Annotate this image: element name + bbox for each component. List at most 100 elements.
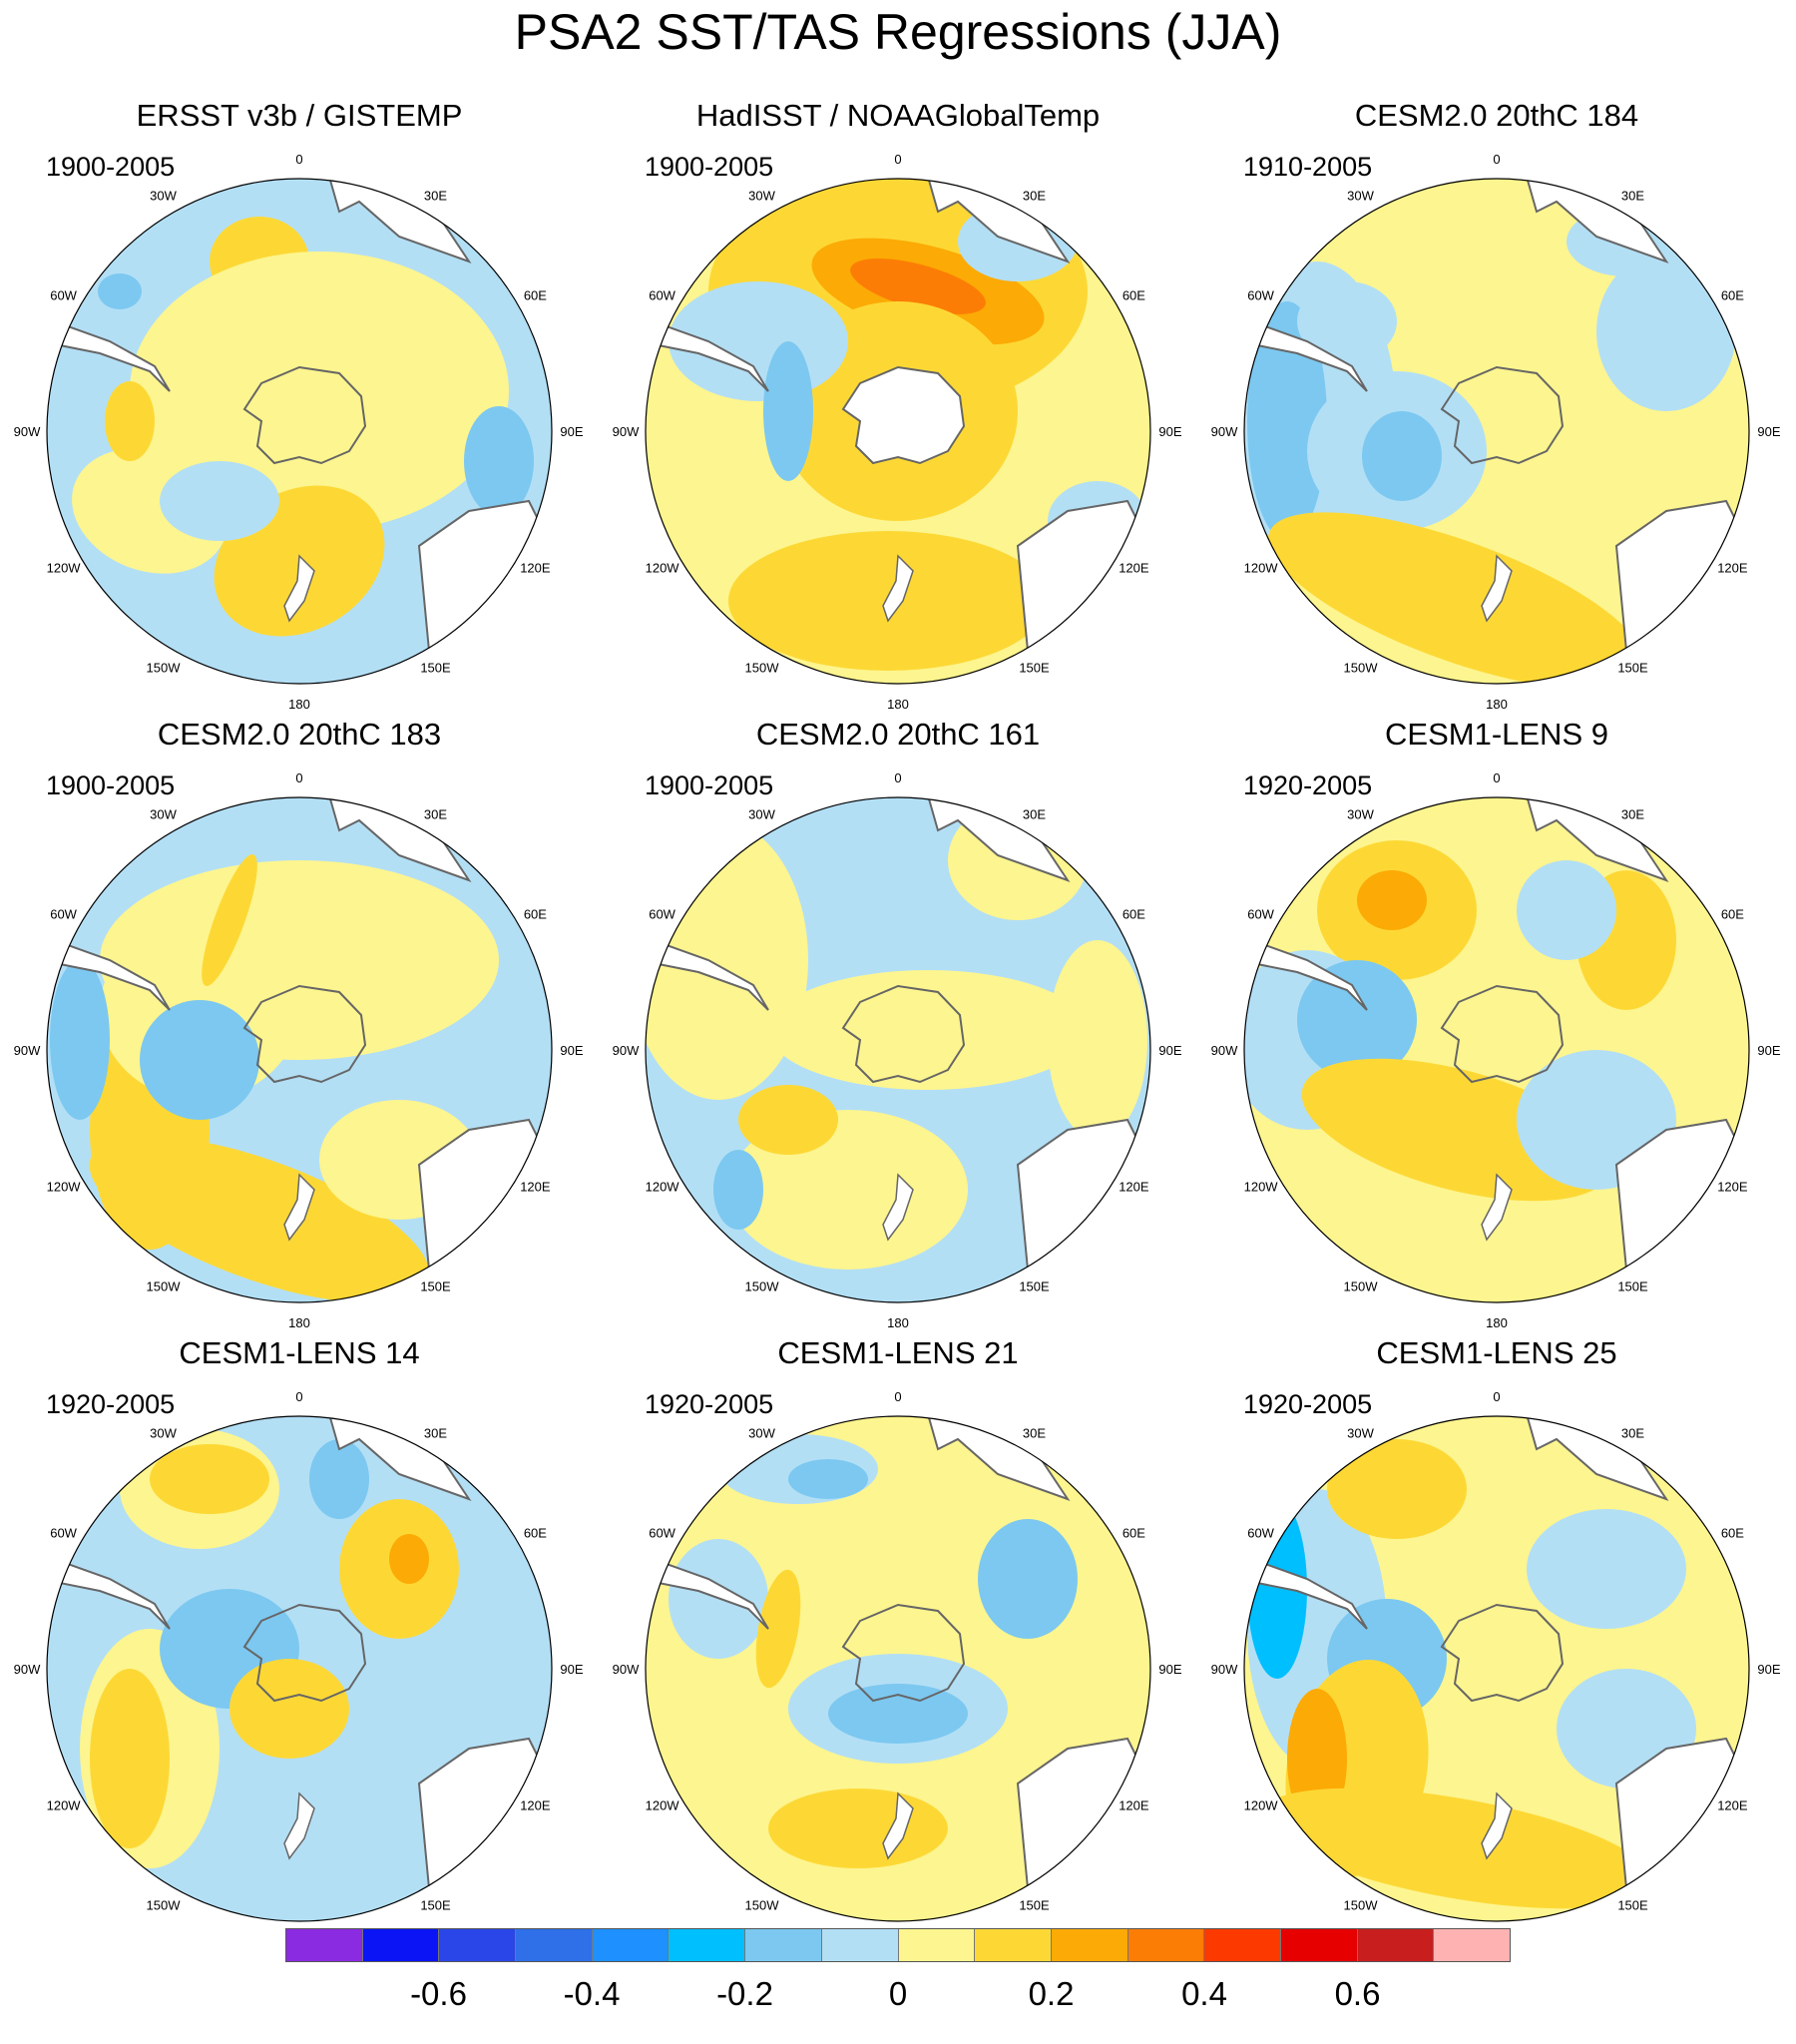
panel-period: 1900-2005 xyxy=(46,152,176,182)
colorbar-swatch xyxy=(975,1929,1052,1961)
contour-region xyxy=(1267,512,1646,684)
longitude-label: 0 xyxy=(295,152,302,167)
colorbar-tick-label: -0.2 xyxy=(716,1975,773,2012)
contour-region xyxy=(763,341,813,481)
colorbar-swatch xyxy=(516,1929,593,1961)
longitude-label: 150W xyxy=(147,1278,182,1293)
map-boundary xyxy=(1243,1415,1750,1922)
longitude-label: 120E xyxy=(1119,1798,1149,1813)
contour-region xyxy=(1259,1788,1654,1909)
longitude-label: 150E xyxy=(420,1897,451,1912)
contour-region xyxy=(309,1439,369,1519)
contour-region xyxy=(98,273,142,309)
panel-period: 1900-2005 xyxy=(645,770,774,800)
longitude-label: 30W xyxy=(1347,1426,1374,1441)
contour-region xyxy=(850,258,986,314)
panel-period: 1900-2005 xyxy=(46,770,176,800)
longitude-label: 30E xyxy=(1023,1426,1046,1441)
longitude-label: 90E xyxy=(560,1043,583,1058)
longitude-label: 150W xyxy=(147,1897,182,1912)
new-zealand-coastline xyxy=(882,1173,914,1242)
longitude-label: 60E xyxy=(1721,907,1744,922)
longitude-label: 150W xyxy=(1344,1897,1379,1912)
longitude-label: 120E xyxy=(520,561,551,576)
contour-region xyxy=(309,281,449,381)
contour-region xyxy=(90,1669,170,1848)
longitude-label: 0 xyxy=(1493,1389,1500,1404)
panel-period: 1920-2005 xyxy=(645,1389,774,1419)
contour-region xyxy=(464,406,534,516)
longitude-label: 30E xyxy=(1023,807,1046,822)
longitude-label: 150E xyxy=(1019,1897,1050,1912)
longitude-label: 180 xyxy=(288,1315,310,1329)
colorbar-tick-label: 0.4 xyxy=(1181,1975,1227,2012)
longitude-label: 90W xyxy=(613,424,640,439)
colorbar-swatch xyxy=(1357,1929,1435,1961)
longitude-label: 30E xyxy=(424,807,447,822)
longitude-label: 60E xyxy=(1721,288,1744,303)
longitude-label: 30W xyxy=(748,807,775,822)
longitude-label: 90W xyxy=(1211,1043,1238,1058)
longitude-label: 90W xyxy=(14,424,41,439)
longitude-label: 0 xyxy=(1493,770,1500,785)
colorbar-tick-label: 0.2 xyxy=(1028,1975,1075,2012)
longitude-label: 90E xyxy=(1158,424,1181,439)
longitude-label: 120W xyxy=(1244,1180,1279,1195)
longitude-label: 30E xyxy=(1621,1426,1644,1441)
longitude-label: 30W xyxy=(1347,807,1374,822)
longitude-label: 60E xyxy=(1122,907,1145,922)
longitude-label: 30W xyxy=(1347,189,1374,204)
colorbar-swatch xyxy=(1434,1929,1510,1961)
longitude-label: 120E xyxy=(520,1180,551,1195)
longitude-label: 0 xyxy=(894,1389,901,1404)
contour-region xyxy=(229,1659,349,1759)
map-panel: 0 30E 60E 90E 120E 150E 180 150W 120W 90W 60W 30W ER… xyxy=(0,92,599,711)
longitude-label: 180 xyxy=(887,697,909,711)
longitude-label: 90E xyxy=(1158,1043,1181,1058)
contour-region xyxy=(768,970,1088,1090)
colorbar-swatch xyxy=(821,1929,899,1961)
longitude-label: 60W xyxy=(50,907,77,922)
longitude-label: 150W xyxy=(147,660,182,675)
contour-region xyxy=(1596,252,1736,411)
new-zealand-coastline xyxy=(1481,554,1513,623)
map-panel: 030E60E90E120E150E180150W120W90W60W30WCE… xyxy=(0,1329,599,1948)
longitude-label: 120W xyxy=(1244,1798,1279,1813)
longitude-label: 60W xyxy=(649,288,675,303)
longitude-label: 150W xyxy=(745,1897,780,1912)
longitude-label: 60W xyxy=(1247,1526,1274,1541)
colorbar-tick-label: 0 xyxy=(888,1975,908,2012)
new-zealand-coastline xyxy=(882,554,914,623)
contour-region xyxy=(755,1569,801,1689)
longitude-label: 90E xyxy=(560,424,583,439)
longitude-label: 60E xyxy=(1122,1526,1145,1541)
new-zealand-coastline xyxy=(1481,1791,1513,1860)
panel-title: CESM1-LENS 9 xyxy=(1385,717,1608,752)
panel-period: 1920-2005 xyxy=(1243,770,1373,800)
colorbar-tick-label: -0.6 xyxy=(410,1975,467,2012)
colorbar-swatch xyxy=(745,1929,822,1961)
contour-region xyxy=(89,1136,430,1302)
new-zealand-coastline xyxy=(283,1791,315,1860)
colorbar-tick-label: 0.6 xyxy=(1334,1975,1381,2012)
field-background xyxy=(47,1416,552,1921)
contour-region xyxy=(150,1444,269,1514)
new-zealand-coastline xyxy=(1481,1173,1513,1242)
map-boundary xyxy=(46,178,553,685)
longitude-label: 30E xyxy=(1621,189,1644,204)
longitude-label: 120W xyxy=(646,561,680,576)
longitude-label: 90E xyxy=(1757,424,1780,439)
longitude-label: 150E xyxy=(420,660,451,675)
longitude-label: 150E xyxy=(1019,660,1050,675)
longitude-label: 60W xyxy=(50,288,77,303)
colorbar xyxy=(285,1928,1511,1962)
longitude-label: 90W xyxy=(14,1043,41,1058)
longitude-label: 150E xyxy=(1617,660,1648,675)
longitude-label: 150W xyxy=(1344,1278,1379,1293)
longitude-label: 30E xyxy=(424,189,447,204)
antarctica-coastline xyxy=(242,1603,367,1703)
